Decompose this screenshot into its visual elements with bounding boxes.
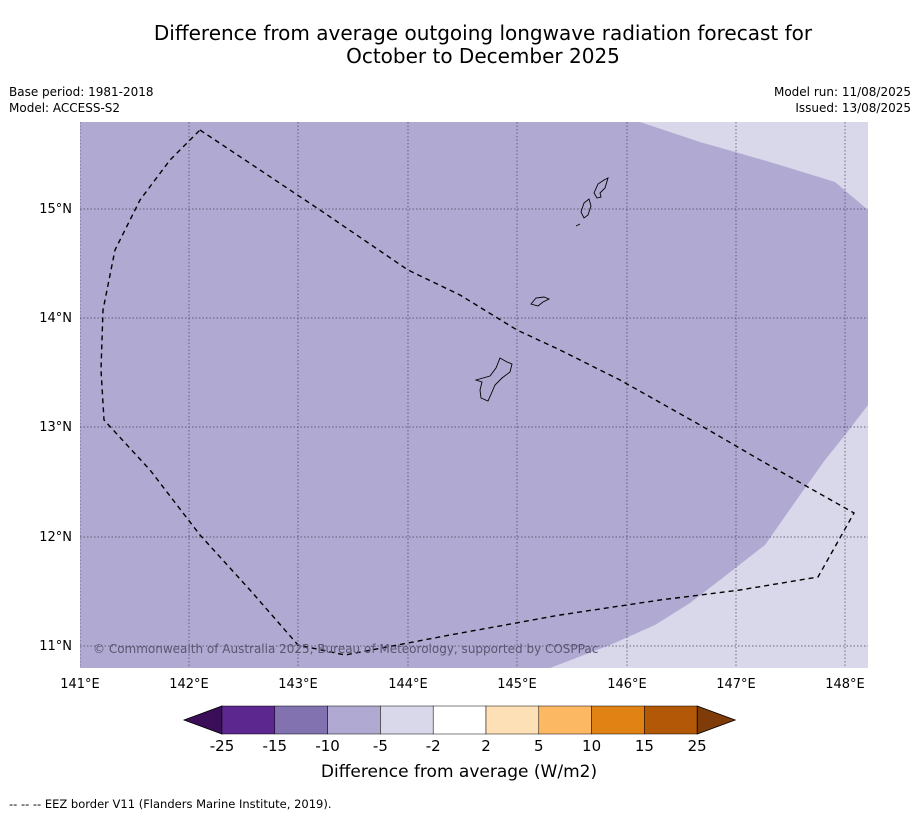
lon-label: 144°E [388,677,428,692]
colorbar-extend-min [182,705,223,735]
lon-label: 147°E [716,677,756,692]
model-run: Model run: 11/08/2025 [773,85,911,99]
colorbar-tick-label: -10 [315,737,340,755]
title-line-1: Difference from average outgoing longwav… [153,21,813,45]
lat-label: 14°N [39,311,72,326]
anomaly-field-minus5-minus2 [550,122,868,668]
coastlines [474,177,609,402]
longitude-labels: 141°E 142°E 143°E 144°E 145°E 146°E 147°… [60,677,865,692]
model-name: Model: ACCESS-S2 [9,101,121,115]
meta-right: Model run: 11/08/2025 Issued: 13/08/2025 [774,84,911,116]
lon-label: 146°E [607,677,647,692]
issued-date: Issued: 13/08/2025 [795,101,911,115]
saipan-coastline [593,177,609,199]
lon-label: 145°E [497,677,537,692]
lon-label: 141°E [60,677,100,692]
colorbar-segment [485,705,540,735]
colorbar-tick-label: 5 [534,737,544,755]
colorbar-segment [327,705,381,735]
colorbar-tick-label: -25 [209,737,235,755]
lat-label: 13°N [39,420,72,435]
base-period: Base period: 1981-2018 [9,85,154,99]
graticule [80,122,868,668]
lat-label: 15°N [39,202,72,217]
colorbar-tick-label: 2 [481,737,491,755]
latitude-labels: 15°N 14°N 13°N 12°N 11°N [39,202,72,654]
guam-coastline [474,357,513,402]
colorbar-segment [221,705,276,735]
lon-label: 142°E [169,677,209,692]
copyright-notice: © Commonwealth of Australia 2025, Bureau… [93,642,598,656]
colorbar-extend-max [696,705,737,735]
title-line-2: October to December 2025 [346,44,620,68]
colorbar-segment [274,705,328,735]
colorbar-segment [644,705,698,735]
map-title: Difference from average outgoing longwav… [0,22,919,68]
lon-label: 148°E [825,677,865,692]
colorbar-segment [591,705,645,735]
eez-footnote: -- -- -- EEZ border V11 (Flanders Marine… [9,797,332,811]
lon-label: 143°E [278,677,318,692]
colorbar-segment [380,705,434,735]
colorbar [182,705,737,735]
rota-coastline [530,296,551,307]
colorbar-tick-label: -2 [425,737,441,755]
colorbar-tick-label: -5 [372,737,388,755]
colorbar-tick-label: 25 [687,737,707,755]
colorbar-segment [432,705,487,735]
colorbar-tick-label: -15 [262,737,288,755]
meta-left: Base period: 1981-2018 Model: ACCESS-S2 [9,84,154,116]
colorbar-tick-label: 15 [634,737,654,755]
colorbar-segment [538,705,592,735]
aguijan-coastline [575,223,581,227]
lat-label: 11°N [39,639,72,654]
lat-label: 12°N [39,530,72,545]
colorbar-tick-label: 10 [582,737,602,755]
eez-border [100,129,855,656]
tinian-coastline [580,198,592,219]
colorbar-title: Difference from average (W/m2) [320,762,598,782]
